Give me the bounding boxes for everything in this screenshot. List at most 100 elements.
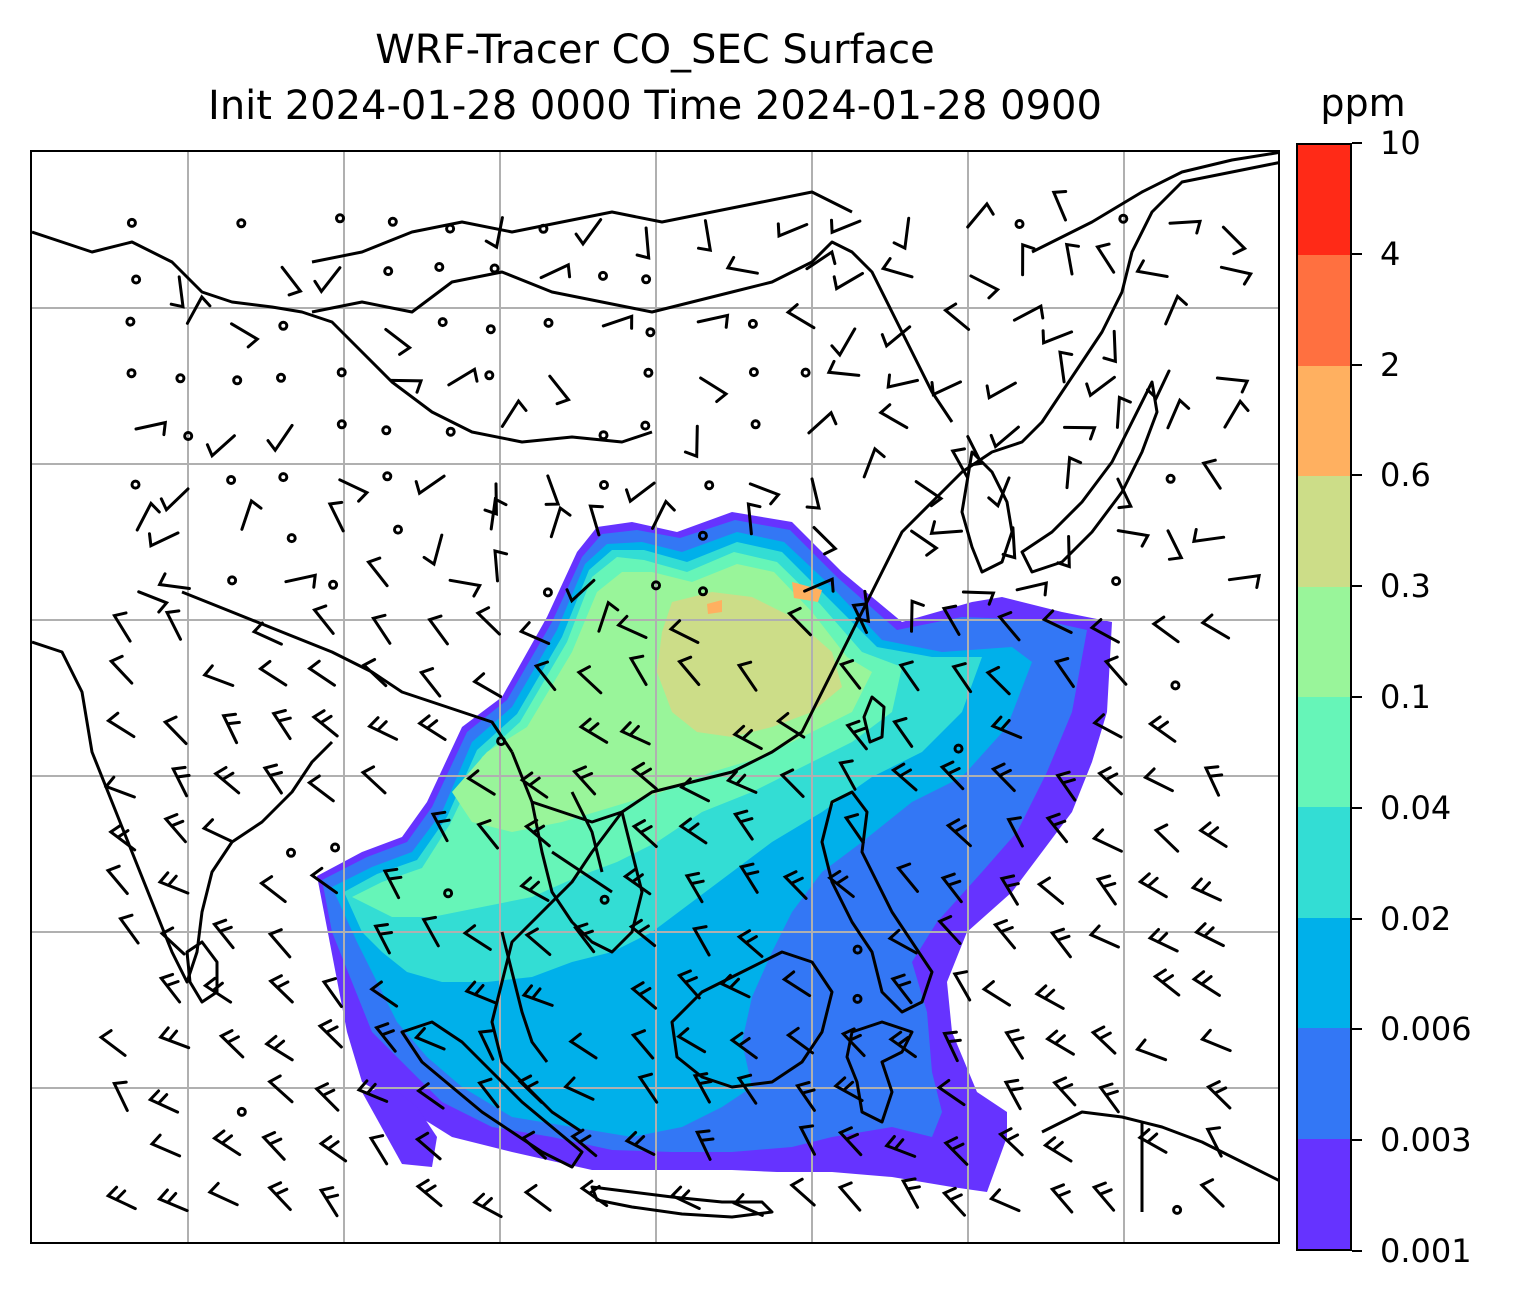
wind-barb bbox=[472, 672, 503, 699]
wind-barb bbox=[692, 1072, 713, 1104]
wind-barb bbox=[570, 1128, 598, 1158]
wind-barb bbox=[805, 249, 837, 271]
wind-barb bbox=[997, 611, 1021, 642]
wind-barb bbox=[211, 918, 235, 950]
wind-barb bbox=[518, 621, 551, 645]
wind-barb bbox=[625, 481, 656, 504]
wind-barb-calm bbox=[800, 367, 811, 378]
wind-barb bbox=[1103, 655, 1128, 686]
wind-barb bbox=[366, 556, 389, 588]
wind-barb bbox=[421, 915, 440, 948]
wind-barb bbox=[884, 1135, 917, 1158]
wind-barb bbox=[1064, 242, 1080, 276]
wind-barb-calm bbox=[599, 894, 610, 905]
wind-barb bbox=[462, 924, 492, 951]
colorbar-segment bbox=[1298, 476, 1350, 587]
wind-barb bbox=[317, 1019, 343, 1049]
colorbar-tick-mark bbox=[1352, 252, 1362, 255]
wind-barb bbox=[1045, 812, 1069, 844]
wind-barb bbox=[137, 590, 170, 614]
wind-barb bbox=[1166, 397, 1191, 430]
wind-barb bbox=[630, 761, 658, 791]
coastline-sulawesi bbox=[845, 1020, 914, 1124]
wind-barb bbox=[1191, 970, 1221, 997]
wind-barb-calm bbox=[227, 575, 238, 586]
wind-barb bbox=[782, 870, 808, 900]
colorbar-tick-mark bbox=[1352, 585, 1362, 588]
wind-barb-calm bbox=[445, 223, 456, 234]
wind-barb bbox=[798, 1124, 816, 1156]
wind-barb bbox=[1089, 618, 1120, 644]
wind-barb bbox=[1063, 425, 1097, 441]
wind-barb bbox=[736, 1073, 758, 1105]
wind-barb bbox=[361, 658, 388, 688]
wind-barb bbox=[427, 614, 449, 646]
wind-barb-calm bbox=[1111, 576, 1122, 587]
wind-barb bbox=[201, 818, 233, 843]
wind-barb bbox=[382, 867, 403, 900]
wind-barb bbox=[306, 774, 335, 803]
wind-barb-calm bbox=[538, 223, 549, 234]
colorbar-tick-label: 0.001 bbox=[1380, 1232, 1472, 1270]
wind-barb-calm bbox=[276, 372, 286, 383]
wind-barb bbox=[158, 972, 182, 1004]
island-patch bbox=[362, 1087, 437, 1167]
wind-barb bbox=[669, 1185, 701, 1210]
colorbar-tick-label: 0.04 bbox=[1380, 788, 1452, 827]
wind-barb bbox=[312, 604, 335, 635]
colorbar-tick-mark bbox=[1352, 1028, 1362, 1031]
colorbar-tick-mark bbox=[1352, 1139, 1362, 1142]
wind-barb-calm bbox=[543, 317, 554, 328]
wind-barb bbox=[1056, 535, 1071, 569]
wind-barb-calm bbox=[1165, 473, 1176, 484]
wind-barb bbox=[1095, 874, 1117, 906]
wind-barb bbox=[466, 769, 496, 796]
wind-barb bbox=[1092, 713, 1123, 739]
wind-barb bbox=[1042, 1136, 1073, 1163]
colorbar-tick-mark bbox=[1352, 806, 1362, 809]
wind-barb bbox=[105, 1185, 137, 1211]
wind-barb bbox=[684, 871, 705, 904]
wind-barb bbox=[1003, 1078, 1024, 1111]
wind-barb bbox=[414, 1131, 442, 1161]
wind-barb bbox=[1012, 303, 1045, 322]
wind-barb bbox=[170, 765, 191, 798]
wind-barb bbox=[635, 226, 651, 260]
wind-barb bbox=[990, 715, 1023, 739]
border-indochina-internal bbox=[531, 791, 623, 894]
coastline-new-guinea bbox=[1041, 1110, 1278, 1182]
coastline-borneo bbox=[670, 950, 834, 1089]
wind-barb bbox=[597, 600, 620, 633]
wind-barb-calm bbox=[278, 472, 289, 483]
wind-barb bbox=[1006, 816, 1024, 848]
wind-barb bbox=[1221, 225, 1248, 256]
wind-barb bbox=[683, 424, 699, 459]
wind-barb bbox=[588, 504, 604, 537]
wind-barb bbox=[484, 216, 504, 250]
border-russia-mongolia bbox=[311, 190, 853, 264]
wind-barb bbox=[266, 423, 294, 453]
wind-barb bbox=[135, 500, 161, 532]
wind-barb bbox=[786, 606, 812, 637]
wind-barb bbox=[785, 1026, 815, 1055]
wind-barb bbox=[164, 609, 182, 641]
wind-barb bbox=[1021, 242, 1036, 277]
wind-barb bbox=[803, 576, 835, 593]
wind-barb bbox=[1045, 1029, 1075, 1056]
wind-barb bbox=[367, 716, 399, 741]
wind-barb bbox=[1137, 1128, 1168, 1154]
wind-barb bbox=[261, 1131, 286, 1161]
wind-barb bbox=[862, 446, 886, 479]
wind-barb bbox=[240, 498, 263, 531]
wind-barb bbox=[475, 606, 501, 636]
colorbar-segment bbox=[1298, 807, 1350, 918]
map-title-line-1: WRF-Tracer CO_SEC Surface bbox=[375, 27, 935, 73]
wind-barb bbox=[601, 314, 634, 330]
wind-barb bbox=[230, 322, 260, 349]
wind-barb bbox=[489, 496, 508, 531]
wind-barb-calm bbox=[335, 213, 345, 224]
wind-barb bbox=[356, 1079, 389, 1103]
wind-barb bbox=[1116, 529, 1151, 548]
wind-barb bbox=[422, 533, 444, 567]
wind-barb bbox=[430, 810, 451, 843]
